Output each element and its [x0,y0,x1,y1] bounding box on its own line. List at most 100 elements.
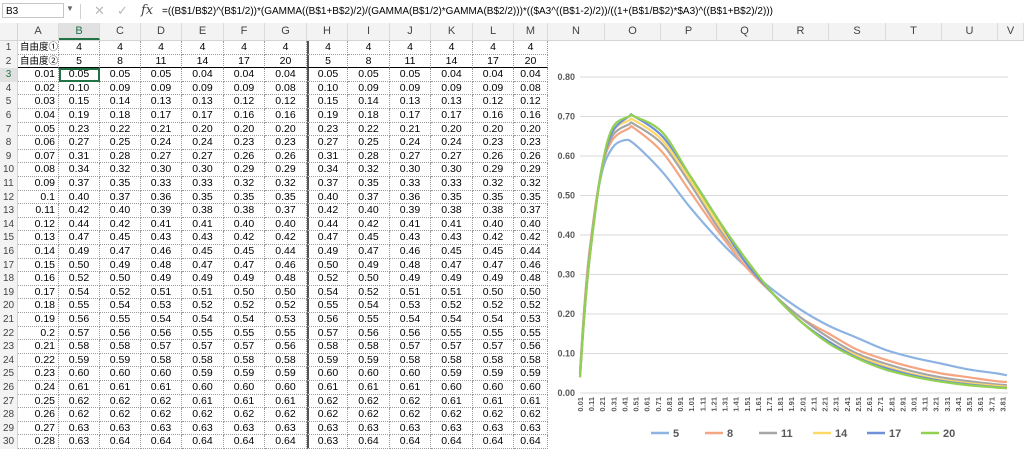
x-value-cell[interactable]: 0.09 [18,177,59,191]
row-header-21[interactable]: 21 [0,313,18,327]
data-cell[interactable]: 0.52 [182,299,224,313]
data-cell[interactable]: 0.21 [141,122,182,137]
data-cell[interactable]: 0.55 [224,326,265,341]
data-cell[interactable]: 0.62 [141,408,182,422]
data-cell[interactable]: 0.35 [265,190,307,205]
data-cell[interactable]: 0.05 [141,68,182,82]
data-cell[interactable]: 0.26 [265,149,307,164]
data-cell[interactable]: 0.04 [473,68,514,82]
data-cell[interactable]: 0.63 [182,421,224,436]
data-cell[interactable]: 0.47 [59,231,100,245]
data-cell[interactable]: 0.37 [100,190,141,205]
data-cell[interactable]: 0.61 [348,381,390,395]
data-cell[interactable]: 0.54 [100,299,141,313]
data-cell[interactable]: 0.43 [182,231,224,245]
x-value-cell[interactable]: 0.25 [18,394,59,409]
data-cell[interactable]: 0.60 [59,367,100,381]
data-cell[interactable]: 0.33 [141,177,182,191]
data-cell[interactable]: 0.09 [182,81,224,96]
fx-icon[interactable]: fx [141,3,154,18]
data-cell[interactable]: 0.57 [431,340,473,354]
column-header-u[interactable]: U [942,23,998,40]
column-header-v[interactable]: V [998,23,1024,40]
data-cell[interactable]: 0.30 [431,163,473,177]
data-cell[interactable]: 0.42 [307,204,348,218]
data-cell[interactable]: 0.50 [59,258,100,273]
data-cell[interactable]: 0.47 [307,231,348,245]
data-cell[interactable]: 0.56 [514,340,548,354]
data-cell[interactable]: 0.23 [59,122,100,137]
data-cell[interactable]: 0.59 [59,353,100,368]
row-header-4[interactable]: 4 [0,81,18,96]
data-cell[interactable]: 0.52 [514,299,548,313]
data-cell[interactable]: 0.48 [265,272,307,286]
column-header-h[interactable]: H [307,23,348,40]
row-header-30[interactable]: 30 [0,435,18,449]
data-cell[interactable]: 0.13 [390,95,431,109]
data-cell[interactable]: 0.35 [348,177,390,191]
x-value-cell[interactable]: 0.11 [18,204,59,218]
data-cell[interactable]: 0.37 [514,204,548,218]
data-cell[interactable]: 0.58 [265,353,307,368]
data-cell[interactable]: 0.05 [390,68,431,82]
data-cell[interactable]: 0.14 [100,95,141,109]
data-cell[interactable]: 0.58 [59,340,100,354]
data-cell[interactable]: 0.57 [473,340,514,354]
data-cell[interactable]: 0.62 [307,408,348,422]
data-cell[interactable]: 0.39 [390,204,431,218]
data-cell[interactable]: 0.09 [141,81,182,96]
data-cell[interactable]: 0.55 [307,299,348,313]
data-cell[interactable]: 0.45 [224,245,265,259]
data-cell[interactable]: 0.25 [348,136,390,150]
df-cell[interactable]: 4 [514,41,548,55]
data-cell[interactable]: 0.64 [141,435,182,449]
data-cell[interactable]: 0.63 [431,421,473,436]
data-cell[interactable]: 0.26 [224,149,265,164]
data-cell[interactable]: 0.59 [431,367,473,381]
column-header-a[interactable]: A [18,23,59,40]
data-cell[interactable]: 0.47 [182,258,224,273]
data-cell[interactable]: 0.26 [473,149,514,164]
data-cell[interactable]: 0.56 [265,340,307,354]
data-cell[interactable]: 0.09 [473,81,514,96]
data-cell[interactable]: 0.42 [224,231,265,245]
data-cell[interactable]: 0.45 [348,231,390,245]
data-cell[interactable]: 0.42 [348,217,390,232]
data-cell[interactable]: 0.37 [59,177,100,191]
data-cell[interactable]: 0.29 [265,163,307,177]
df-label-1[interactable]: 自由度① [18,41,59,55]
data-cell[interactable]: 0.58 [431,353,473,368]
df-cell[interactable]: 5 [307,54,348,69]
column-header-t[interactable]: T [886,23,942,40]
data-cell[interactable]: 0.10 [307,81,348,96]
data-cell[interactable]: 0.04 [224,68,265,82]
df-cell[interactable]: 4 [307,41,348,55]
data-cell[interactable]: 0.54 [307,285,348,300]
data-cell[interactable]: 0.35 [473,190,514,205]
df-cell[interactable]: 17 [473,54,514,69]
data-cell[interactable]: 0.49 [100,258,141,273]
data-cell[interactable]: 0.04 [265,68,307,82]
data-cell[interactable]: 0.63 [307,435,348,449]
data-cell[interactable]: 0.42 [265,231,307,245]
data-cell[interactable]: 0.60 [390,367,431,381]
data-cell[interactable]: 0.59 [265,367,307,381]
data-cell[interactable]: 0.19 [307,109,348,123]
data-cell[interactable]: 0.28 [348,149,390,164]
row-header-13[interactable]: 13 [0,204,18,218]
data-cell[interactable]: 0.52 [100,285,141,300]
data-cell[interactable]: 0.10 [59,81,100,96]
data-cell[interactable]: 0.32 [100,163,141,177]
data-cell[interactable]: 0.34 [59,163,100,177]
data-cell[interactable]: 0.21 [390,122,431,137]
row-header-23[interactable]: 23 [0,340,18,354]
data-cell[interactable]: 0.63 [141,421,182,436]
data-cell[interactable]: 0.58 [100,340,141,354]
row-header-10[interactable]: 10 [0,163,18,177]
x-value-cell[interactable]: 0.06 [18,136,59,150]
data-cell[interactable]: 0.58 [348,340,390,354]
data-cell[interactable]: 0.61 [514,394,548,409]
data-cell[interactable]: 0.12 [514,95,548,109]
data-cell[interactable]: 0.31 [59,149,100,164]
data-cell[interactable]: 0.49 [348,258,390,273]
